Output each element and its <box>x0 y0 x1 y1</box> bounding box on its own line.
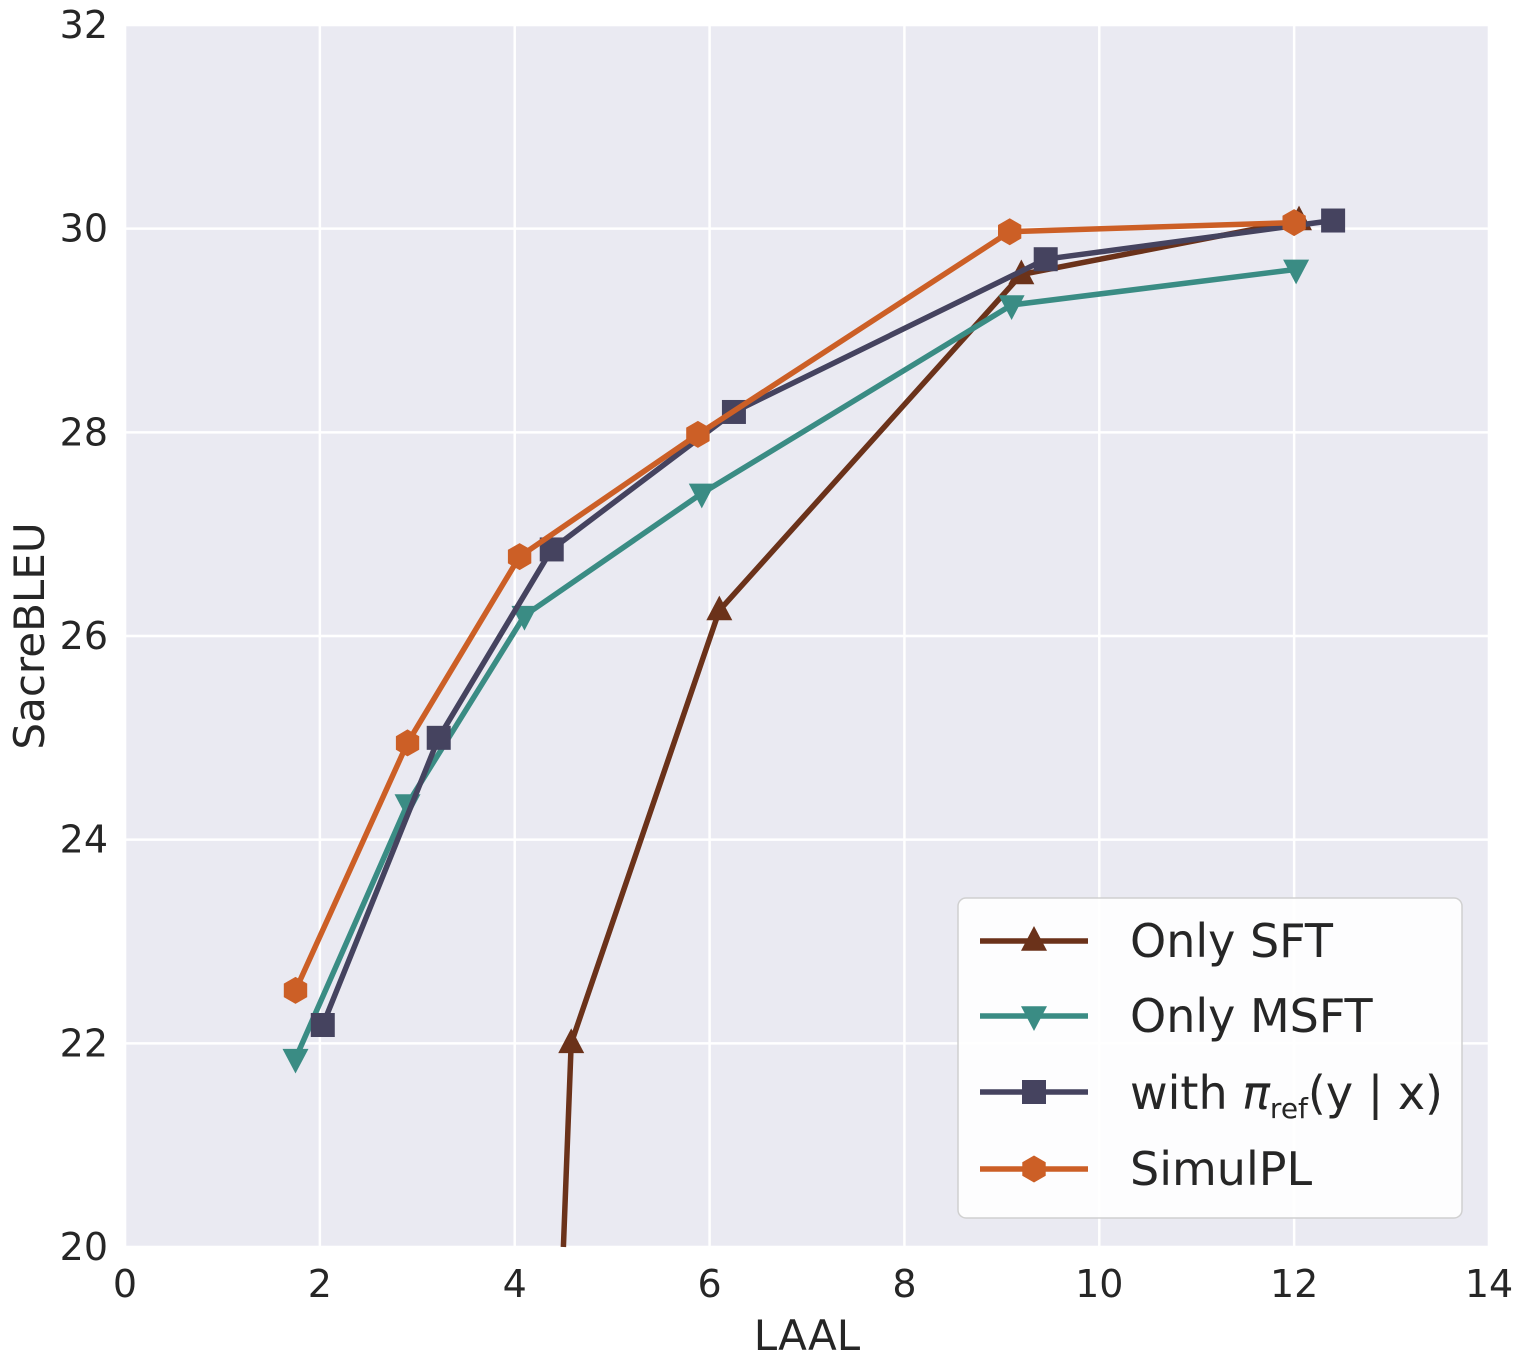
legend-label-with-pi-ref-pre: with <box>1130 1066 1242 1120</box>
legend-label-pi: π <box>1242 1066 1271 1120</box>
data-point <box>283 976 308 1004</box>
data-point <box>1282 209 1306 237</box>
legend-label-with-pi-ref-post: (y | x) <box>1308 1066 1443 1121</box>
data-point <box>426 725 451 750</box>
data-point <box>706 595 733 621</box>
legend-marker <box>1022 1080 1046 1104</box>
series-1 <box>282 259 1310 1074</box>
y-axis-label: SacreBLEU <box>5 522 54 749</box>
data-point <box>998 295 1025 320</box>
x-tick-label: 0 <box>113 1262 137 1306</box>
legend-label-only-sft: Only SFT <box>1130 914 1334 968</box>
y-tick-label: 28 <box>60 410 108 454</box>
data-point <box>1033 247 1058 272</box>
data-point <box>998 218 1022 246</box>
data-point <box>395 729 420 757</box>
data-point <box>558 1028 585 1054</box>
data-point <box>1321 208 1346 233</box>
x-tick-label: 4 <box>503 1262 527 1306</box>
legend-label-simulpl: SimulPL <box>1130 1142 1312 1196</box>
legend-label-with-pi-ref: with πref(y | x) <box>1130 1066 1443 1125</box>
legend-box <box>957 897 1463 1219</box>
x-tick-label: 12 <box>1270 1262 1318 1306</box>
y-tick-label: 30 <box>60 207 108 251</box>
x-tick-labels: 0 2 4 6 8 10 12 14 <box>113 1262 1513 1306</box>
series-3 <box>283 209 1306 1004</box>
series-line <box>292 266 1297 1060</box>
series-line <box>292 219 1295 992</box>
data-point <box>310 1013 335 1038</box>
x-axis-label: LAAL <box>754 1311 861 1360</box>
legend-marker <box>1021 926 1047 951</box>
data-point <box>1283 259 1310 285</box>
legend-marker <box>1022 1155 1046 1183</box>
series-layer <box>282 205 1346 1248</box>
data-point <box>282 1048 309 1074</box>
data-point <box>507 543 532 571</box>
x-tick-label: 8 <box>892 1262 916 1306</box>
y-tick-labels: 20 22 24 26 28 30 32 <box>60 3 108 1269</box>
y-tick-label: 20 <box>60 1225 108 1269</box>
y-tick-label: 22 <box>60 1021 108 1065</box>
data-point <box>686 420 710 448</box>
data-point <box>511 605 538 631</box>
data-point <box>688 483 715 509</box>
x-tick-label: 6 <box>697 1262 721 1306</box>
legend-markers <box>980 926 1088 1183</box>
series-2 <box>310 208 1346 1038</box>
x-tick-label: 2 <box>308 1262 332 1306</box>
y-tick-label: 32 <box>60 3 108 47</box>
legend-marker <box>1021 1006 1047 1031</box>
series-line <box>320 217 1334 1027</box>
legend-label-only-msft: Only MSFT <box>1130 989 1374 1043</box>
y-tick-label: 24 <box>60 818 108 862</box>
x-tick-label: 10 <box>1075 1262 1123 1306</box>
legend: Only SFT Only MSFT with πref(y | x) Simu… <box>957 897 1463 1219</box>
legend-label-ref-subscript: ref <box>1270 1092 1309 1125</box>
y-tick-label: 26 <box>60 614 108 658</box>
x-tick-label: 14 <box>1465 1262 1513 1306</box>
